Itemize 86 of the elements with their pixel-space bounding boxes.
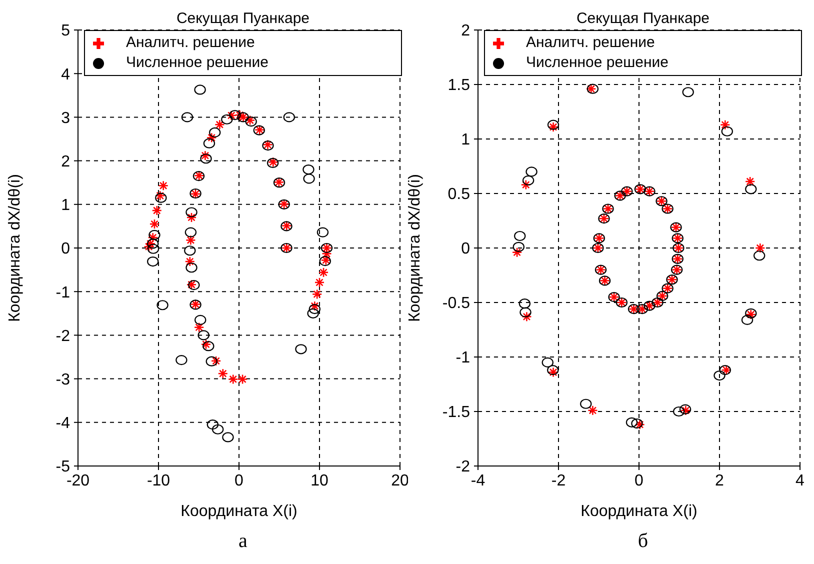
point <box>518 298 531 309</box>
point <box>673 406 685 417</box>
point <box>222 432 234 442</box>
x-tick-label: 4 <box>796 472 805 490</box>
y-tick-label: 0 <box>461 240 470 258</box>
point <box>308 304 321 314</box>
x-tick-label: 10 <box>310 472 328 490</box>
point <box>206 420 219 430</box>
point <box>520 307 532 318</box>
point <box>522 175 534 186</box>
x-tick-label: 20 <box>391 472 409 490</box>
y-tick-label: -3 <box>56 371 70 388</box>
point <box>186 207 198 218</box>
legend-label: Численное решение <box>526 54 668 71</box>
point <box>212 424 224 434</box>
point <box>547 120 560 130</box>
chart-title: Секущая Пуанкаре <box>575 10 711 27</box>
legend-label: Аналитч. решение <box>126 34 255 51</box>
text: а <box>238 530 248 553</box>
point <box>512 242 524 252</box>
x-tick-label: -2 <box>551 472 566 490</box>
y-tick-label: -4 <box>56 415 70 432</box>
y-tick-label: 5 <box>61 22 70 40</box>
point <box>184 227 197 238</box>
point <box>631 418 643 429</box>
point <box>184 246 196 256</box>
point <box>721 126 733 136</box>
point <box>283 112 295 122</box>
chart-title: Секущая Пуанкаре <box>175 10 311 27</box>
x-axis-title: Координата X(i) <box>580 503 698 520</box>
point <box>302 164 314 175</box>
y-tick-label: 1 <box>461 132 470 149</box>
point <box>194 84 206 95</box>
text: б <box>636 530 650 553</box>
point <box>202 341 214 352</box>
point <box>542 357 554 368</box>
point <box>221 114 233 124</box>
point <box>745 184 757 194</box>
y-tick-label: -1.5 <box>442 404 470 422</box>
point <box>526 166 538 177</box>
y-tick-label: 1 <box>61 197 70 214</box>
y-tick-label: 4 <box>61 66 70 84</box>
point <box>303 174 315 184</box>
point <box>307 308 319 318</box>
y-tick-label: 3 <box>61 110 70 127</box>
point <box>194 314 206 325</box>
point <box>586 84 599 94</box>
y-axis-title: Координата dX/dθ(i) <box>6 174 24 322</box>
x-axis-title: Координата X(i) <box>180 503 298 520</box>
point <box>295 344 307 354</box>
point <box>580 398 592 409</box>
y-tick-label: -1 <box>456 350 470 367</box>
y-axis-title: Координата dX/dθ(i) <box>406 174 424 322</box>
point <box>714 370 726 381</box>
point <box>209 127 221 138</box>
point <box>754 250 766 261</box>
point <box>186 262 198 273</box>
point <box>514 230 526 242</box>
point <box>200 154 212 164</box>
x-tick-label: 2 <box>715 472 724 490</box>
point <box>188 280 200 290</box>
y-tick-label: 0 <box>61 240 70 258</box>
point <box>176 355 188 366</box>
point <box>741 314 754 325</box>
y-tick-label: 0.5 <box>448 186 470 204</box>
legend-label: Аналитч. решение <box>526 34 655 51</box>
legend-label: Численное решение <box>126 54 268 71</box>
point <box>626 417 638 428</box>
point <box>147 256 159 267</box>
point <box>316 227 329 238</box>
point <box>156 300 168 310</box>
y-tick-label: -2 <box>56 328 70 345</box>
y-tick-label: 2 <box>461 22 470 40</box>
y-tick-label: 2 <box>61 153 70 170</box>
x-tick-label: -10 <box>146 472 170 490</box>
y-tick-label: -0.5 <box>442 295 470 312</box>
y-tick-label: 1.5 <box>448 77 470 94</box>
x-tick-label: 0 <box>634 472 644 490</box>
x-tick-label: 0 <box>234 472 244 490</box>
y-tick-label: -2 <box>456 458 470 476</box>
point <box>198 330 210 340</box>
y-tick-label: -1 <box>56 284 70 302</box>
point <box>181 112 194 122</box>
point <box>682 87 694 98</box>
point <box>203 138 216 148</box>
point <box>206 356 218 366</box>
